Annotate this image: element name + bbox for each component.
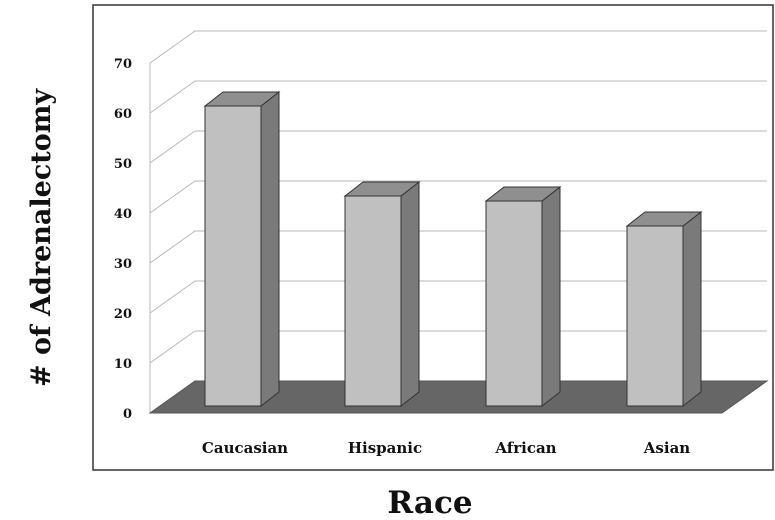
category-label: Asian [643, 439, 691, 457]
y-axis-label: # of Adrenalectomy [26, 88, 57, 387]
y-tick-label: 40 [114, 207, 132, 222]
bar-side [260, 90, 280, 408]
bar-side [541, 185, 561, 408]
y-tick-label: 20 [114, 307, 132, 322]
y-tick-label: 60 [114, 107, 132, 122]
bar-side [400, 180, 420, 408]
gridline [149, 180, 767, 214]
gridline [149, 80, 767, 114]
bars-layer [203, 90, 703, 408]
gridline [149, 30, 767, 64]
y-tick-labels: 0 10 20 30 40 50 60 70 [114, 57, 132, 422]
bar [485, 200, 543, 407]
y-tick-label: 0 [123, 407, 132, 422]
floor [148, 380, 769, 414]
x-tick-labels: Caucasian Hispanic African Asian [202, 439, 690, 457]
bar [344, 195, 402, 407]
category-label: Caucasian [202, 439, 288, 457]
category-label: African [494, 439, 556, 457]
gridline [149, 230, 767, 264]
gridline [149, 280, 767, 314]
y-tick-label: 30 [114, 257, 132, 272]
y-tick-label: 10 [114, 357, 132, 372]
bar [626, 225, 684, 407]
gridline [149, 330, 767, 364]
floor-layer [148, 380, 769, 414]
category-label: Hispanic [348, 439, 422, 457]
grid-layer [149, 30, 767, 413]
gridline [149, 130, 767, 164]
bar-side [682, 210, 702, 408]
y-tick-label: 50 [114, 157, 132, 172]
bar [204, 105, 262, 407]
chart-frame [92, 4, 774, 471]
x-axis-label: Race [387, 485, 472, 520]
y-tick-label: 70 [114, 57, 132, 72]
